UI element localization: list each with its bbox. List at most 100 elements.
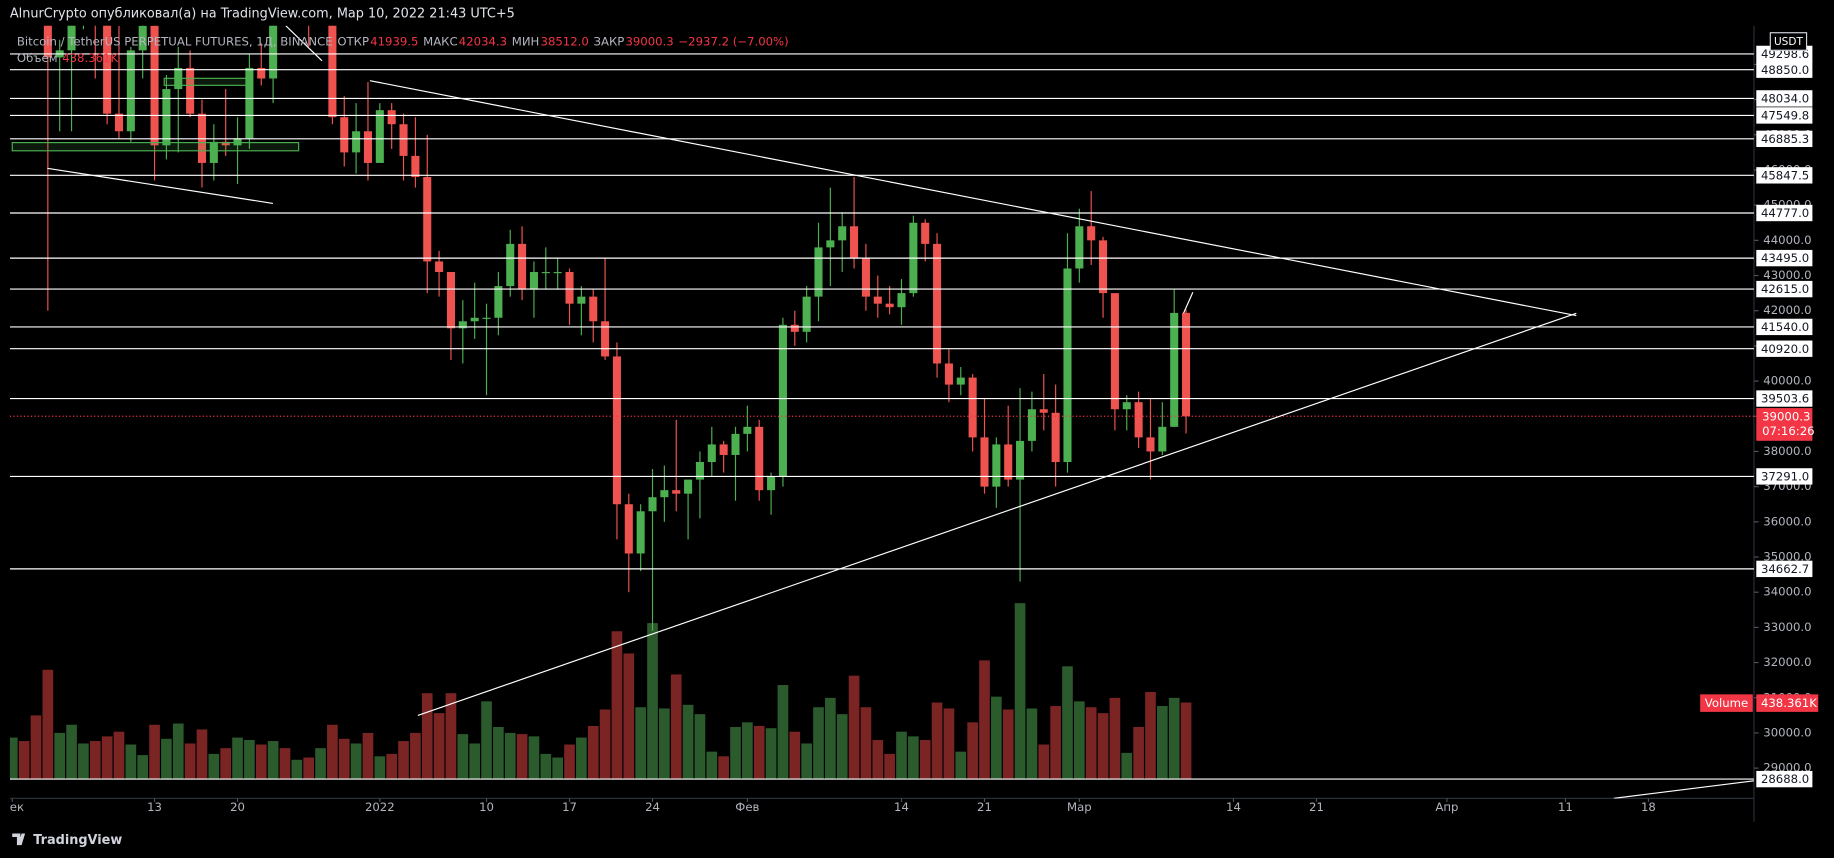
candle-body: [1063, 268, 1072, 463]
volume-bar: [220, 748, 232, 779]
candle-body: [1004, 444, 1013, 480]
level-label: 48850.0: [1761, 63, 1809, 77]
volume-bar: [315, 748, 326, 779]
candle-body: [601, 321, 610, 357]
volume-bar: [101, 736, 113, 779]
candle-body: [269, 25, 278, 79]
candle-body: [589, 296, 598, 322]
candle-body: [707, 444, 716, 463]
y-tick-label: 36000.0: [1763, 514, 1811, 528]
volume-bar: [267, 741, 279, 779]
volume-bar: [362, 732, 374, 779]
y-tick-label: 38000.0: [1763, 444, 1811, 458]
level-badge: [1756, 318, 1813, 336]
level-badge: [1756, 468, 1813, 485]
x-tick-label: 10: [479, 800, 494, 814]
volume-bar: [137, 755, 149, 779]
level-badge: [1756, 280, 1813, 298]
legend-text: МИН: [512, 35, 540, 49]
candle-body: [352, 131, 361, 153]
candle-body: [1027, 409, 1036, 441]
candle-body: [577, 296, 586, 304]
trend-line: [369, 80, 1577, 317]
candle-body: [43, 25, 52, 58]
level-label: 46885.3: [1761, 132, 1809, 146]
volume-bar: [730, 727, 741, 779]
volume-bar: [30, 715, 42, 779]
candle-body: [1182, 312, 1191, 417]
volume-bar: [232, 737, 243, 779]
candle-body: [518, 243, 527, 290]
x-tick-label: 14: [894, 800, 909, 814]
volume-bar: [599, 709, 611, 779]
candle-body: [1170, 312, 1179, 427]
volume-bar: [42, 669, 54, 779]
volume-bar: [1014, 603, 1026, 779]
volume-bar: [1168, 697, 1180, 779]
candle-body: [423, 177, 432, 262]
volume-bar: [1085, 707, 1097, 779]
candle-body: [885, 303, 894, 308]
volume-bar: [481, 701, 492, 779]
volume-bar: [896, 731, 907, 779]
last-price-label: 39000.3: [1762, 409, 1810, 423]
y-tick-label: 44000.0: [1763, 233, 1811, 247]
level-badge: [1756, 770, 1813, 788]
volume-bar: [552, 757, 563, 779]
zone-box: [163, 77, 253, 86]
volume-bar: [398, 741, 409, 779]
currency-badge: [1769, 32, 1808, 51]
volume-bar: [1062, 666, 1073, 779]
volume-bar: [303, 757, 315, 779]
volume-bar: [991, 696, 1002, 779]
volume-bar: [1050, 706, 1061, 779]
candle-body: [340, 117, 349, 153]
candle-body: [814, 247, 823, 297]
legend-text: −2937.2 (−7.00%): [678, 35, 788, 49]
x-tick-label: 11: [1558, 800, 1573, 814]
level-label: 39503.6: [1761, 392, 1809, 406]
volume-bar: [172, 723, 184, 779]
volume-bar: [18, 741, 30, 779]
candle-body: [778, 324, 787, 477]
candle-body: [612, 356, 621, 505]
candle-body: [695, 462, 704, 480]
candle-body: [873, 296, 882, 304]
x-tick-label: 13: [147, 800, 162, 814]
y-tick-label: 32000.0: [1763, 655, 1811, 669]
volume-bar: [647, 623, 658, 779]
legend-text: МАКС: [423, 35, 458, 49]
volume-bar: [161, 738, 172, 779]
legend-text: ОТКР: [337, 35, 369, 49]
legend-text: 38512.0: [541, 35, 589, 49]
volume-bar: [587, 725, 599, 779]
x-tick-label: 20: [230, 800, 245, 814]
level-label: 43495.0: [1761, 251, 1809, 265]
volume-bar: [1156, 706, 1168, 779]
volume-bar: [196, 729, 208, 779]
candle-body: [790, 324, 799, 332]
candle-body: [411, 155, 420, 178]
candle-body: [861, 257, 870, 297]
candle-body: [1110, 293, 1119, 410]
candle-body: [67, 25, 76, 51]
logo-text: TradingView: [33, 833, 122, 848]
legend-volume-value: 438.361K: [62, 51, 118, 65]
candle-body: [956, 377, 965, 385]
volume-bar: [1038, 744, 1050, 779]
volume-bar: [1026, 708, 1038, 779]
countdown-label: 07:16:26: [1762, 424, 1814, 438]
volume-bar: [670, 674, 682, 779]
candle-body: [209, 141, 218, 163]
volume-bar: [884, 753, 895, 779]
level-label: 40920.0: [1761, 342, 1809, 356]
volume-bar: [528, 736, 540, 779]
volume-bar: [777, 685, 789, 779]
volume-bar: [908, 736, 919, 779]
volume-name-badge: [1700, 694, 1753, 712]
candle-body: [1039, 409, 1048, 413]
trend-line: [1613, 780, 1754, 799]
level-badge: [1756, 107, 1813, 124]
legend-text: 42034.3: [459, 35, 507, 49]
